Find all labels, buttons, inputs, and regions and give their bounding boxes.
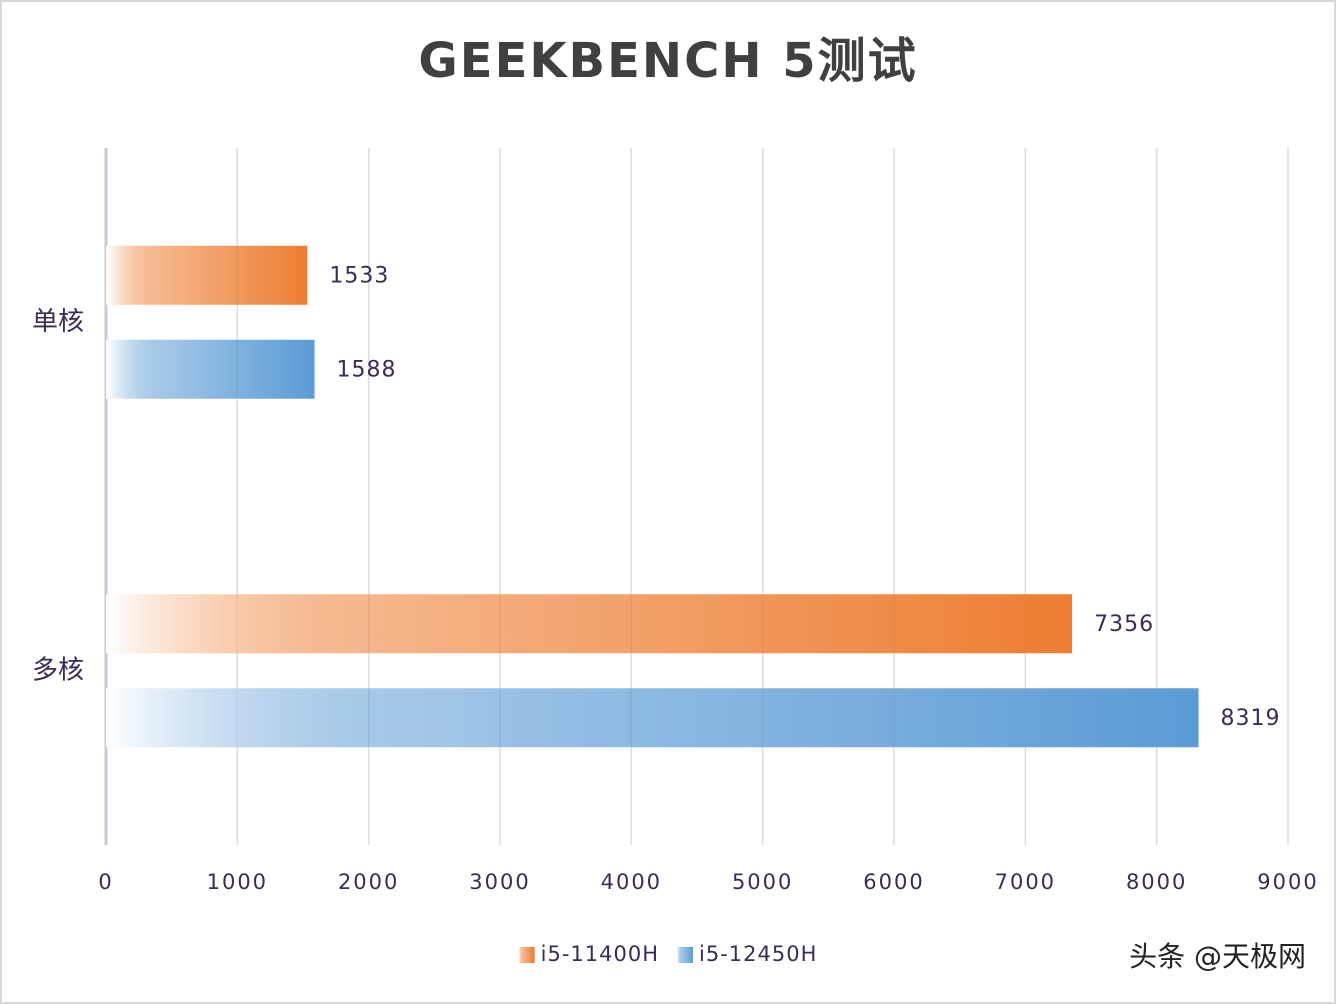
value-label: 7356 <box>1094 612 1154 637</box>
bar <box>106 688 1199 748</box>
legend-swatch <box>518 947 535 963</box>
x-tick-label: 5000 <box>732 870 793 894</box>
bar <box>106 339 315 399</box>
bar <box>106 245 308 305</box>
legend: i5-11400H i5-12450H <box>518 942 817 966</box>
x-tick-label: 2000 <box>338 870 399 894</box>
x-tick-label: 7000 <box>995 870 1056 894</box>
x-tick-label: 3000 <box>469 870 530 894</box>
chart-title: GEEKBENCH 5测试 <box>418 33 917 89</box>
x-tick-label: 4000 <box>601 870 662 894</box>
value-label: 8319 <box>1221 706 1281 731</box>
x-tick-label: 0 <box>98 870 113 894</box>
x-tick-label: 6000 <box>863 870 924 894</box>
value-label: 1588 <box>337 357 397 382</box>
legend-label: i5-11400H <box>541 942 659 966</box>
watermark: 头条 @天极网 <box>1129 940 1306 973</box>
y-tick-label: 单核 <box>32 307 84 337</box>
y-tick-label: 多核 <box>32 655 84 685</box>
value-label: 1533 <box>329 263 389 288</box>
x-tick-label: 1000 <box>207 870 268 894</box>
bar <box>106 594 1073 654</box>
legend-label: i5-12450H <box>699 942 817 966</box>
x-tick-label: 8000 <box>1126 870 1187 894</box>
x-tick-label: 9000 <box>1257 870 1318 894</box>
legend-swatch <box>677 947 693 963</box>
